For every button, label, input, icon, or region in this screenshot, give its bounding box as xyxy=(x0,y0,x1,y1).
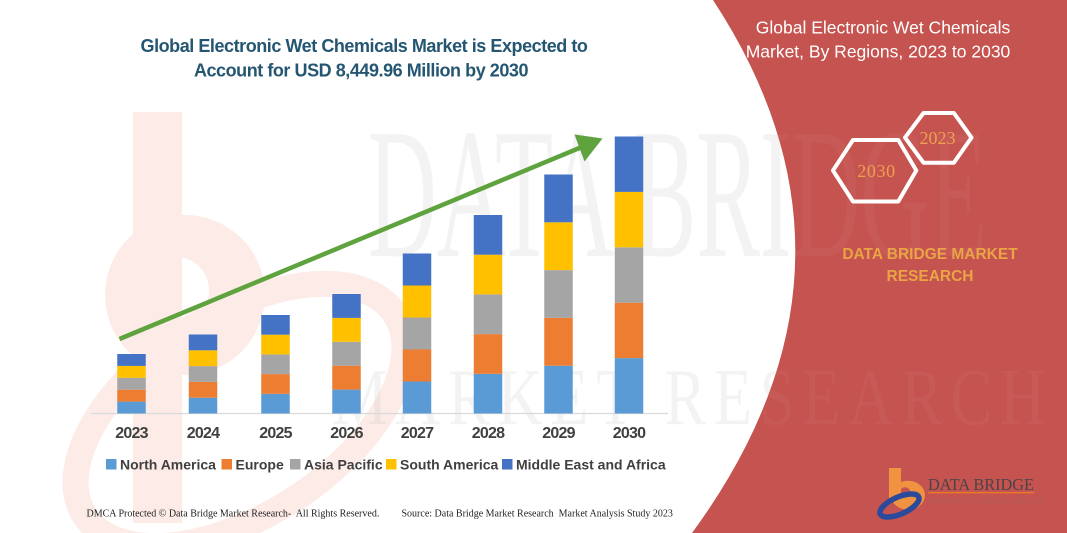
svg-text:Global Electronic Wet Chemical: Global Electronic Wet Chemicals xyxy=(756,18,1011,38)
svg-text:South America: South America xyxy=(400,457,498,473)
svg-text:2030: 2030 xyxy=(857,161,895,181)
svg-text:DATA BRIDGE: DATA BRIDGE xyxy=(928,475,1034,494)
svg-text:RESEARCH: RESEARCH xyxy=(887,268,974,285)
svg-text:Asia Pacific: Asia Pacific xyxy=(304,457,383,473)
svg-text:Global Electronic Wet Chemical: Global Electronic Wet Chemicals Market i… xyxy=(141,36,588,56)
svg-text:DATA BRIDGE MARKET: DATA BRIDGE MARKET xyxy=(842,246,1018,263)
svg-text:Europe: Europe xyxy=(236,457,284,473)
svg-text:Middle East and Africa: Middle East and Africa xyxy=(516,457,666,473)
svg-text:Account for USD 8,449.96 Milli: Account for USD 8,449.96 Million by 2030 xyxy=(194,61,529,81)
svg-text:2025: 2025 xyxy=(259,425,292,442)
svg-text:2027: 2027 xyxy=(401,425,434,442)
svg-text:2030: 2030 xyxy=(613,425,646,442)
svg-text:Market, By Regions, 2023 to 20: Market, By Regions, 2023 to 2030 xyxy=(746,42,1011,62)
svg-text:2024: 2024 xyxy=(187,425,220,442)
svg-text:Source: Data Bridge Market Res: Source: Data Bridge Market Research Mark… xyxy=(402,509,673,520)
svg-text:North America: North America xyxy=(120,457,216,473)
svg-text:2023: 2023 xyxy=(920,128,956,148)
svg-text:2028: 2028 xyxy=(472,425,505,442)
svg-text:DATA BRIDGE: DATA BRIDGE xyxy=(368,90,987,296)
svg-text:2026: 2026 xyxy=(330,425,363,442)
svg-text:MARKET RESEARCH: MARKET RESEARCH xyxy=(929,496,1044,506)
svg-text:2029: 2029 xyxy=(542,425,575,442)
svg-text:MARKET RESEARCH: MARKET RESEARCH xyxy=(332,353,1053,442)
svg-text:DMCA Protected © Data Bridge M: DMCA Protected © Data Bridge Market Rese… xyxy=(87,509,380,520)
svg-text:2023: 2023 xyxy=(115,425,148,442)
